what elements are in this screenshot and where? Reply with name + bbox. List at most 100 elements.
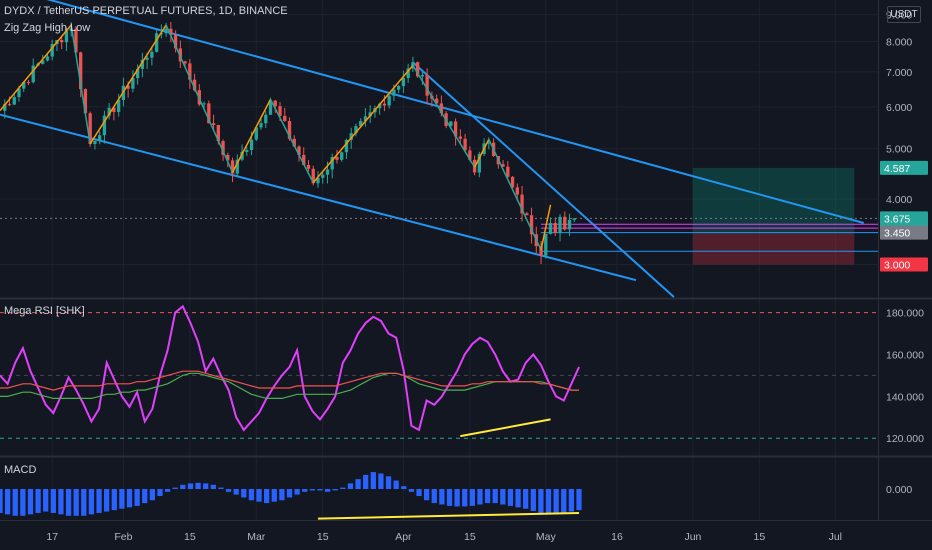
candle-body	[268, 100, 273, 115]
candle-body	[344, 139, 349, 153]
price-badge-bg	[880, 160, 928, 175]
candle-body	[453, 121, 458, 137]
symbol-title: DYDX / TetherUS PERPETUAL FUTURES, 1D, B…	[4, 5, 288, 17]
macd-bar	[576, 489, 582, 511]
macd-bar	[561, 489, 567, 513]
zigzag-segment	[231, 99, 272, 173]
candle-body	[349, 133, 353, 140]
macd-bar	[378, 473, 384, 489]
candle-body	[363, 116, 368, 122]
macd-bar	[73, 489, 79, 516]
macd-bar	[401, 486, 407, 489]
long-position-box[interactable]	[692, 167, 855, 265]
candle-body	[406, 68, 410, 79]
candle-body	[434, 98, 439, 104]
macd-bar	[111, 489, 117, 511]
macd-bar	[279, 489, 285, 501]
candle-body	[396, 86, 401, 90]
macd-bar	[225, 489, 232, 492]
candle-body	[306, 164, 311, 169]
candle-body	[525, 213, 529, 216]
time-tick-label: Feb	[114, 531, 132, 543]
candle-body	[249, 139, 254, 150]
macd-bar	[439, 489, 445, 505]
time-tick-label: 15	[184, 531, 196, 543]
macd-bar	[355, 479, 361, 489]
macd-bar	[408, 489, 415, 492]
rsi-tick-label: 180.000	[886, 308, 924, 320]
candle-body	[259, 123, 263, 128]
candle-body	[88, 113, 92, 144]
macd-bar	[523, 489, 529, 509]
candle-body	[245, 149, 249, 152]
candle-body	[325, 169, 330, 175]
candle-body	[273, 100, 277, 107]
candle-body	[316, 177, 320, 184]
macd-divergence-line	[317, 511, 580, 520]
candle-body	[173, 34, 178, 49]
candle-body	[7, 104, 12, 106]
horizontal-levels[interactable]	[0, 217, 878, 252]
macd-bar	[431, 489, 437, 504]
divergence-lines[interactable]	[317, 418, 580, 520]
time-tick-label: Apr	[395, 531, 412, 543]
macd-bar	[347, 483, 354, 489]
macd-bar	[142, 489, 148, 504]
zigzag-segment	[269, 99, 314, 183]
price-axis[interactable]: 9.000 8.000 7.000 6.000 5.000 4.000 3.000 180.0…	[886, 10, 924, 496]
zigzag-lines	[0, 24, 552, 251]
rsi-tick-label: 160.000	[886, 349, 924, 361]
candle-body	[506, 166, 510, 177]
candle-body	[50, 44, 54, 57]
candle-body	[378, 103, 382, 109]
macd-bar	[65, 489, 72, 516]
macd-bar	[187, 483, 194, 489]
rsi-divergence-line	[460, 418, 551, 438]
candle-body	[31, 65, 35, 83]
candle-body	[335, 156, 339, 160]
candle-body	[202, 103, 206, 105]
candle-body	[79, 52, 83, 90]
candle-body	[302, 154, 306, 165]
candle-body	[515, 187, 519, 195]
candle-body	[392, 89, 396, 96]
candle-body	[102, 115, 107, 136]
candle-body	[382, 103, 387, 106]
candle-body	[539, 246, 543, 256]
channel-line-2	[412, 61, 675, 298]
candle-body	[192, 79, 197, 91]
candle-body	[283, 115, 287, 122]
rsi-line-1	[0, 372, 579, 399]
candle-body	[387, 95, 391, 106]
time-axis[interactable]: 17 Feb 15 Mar 15 Apr 15 May 16 Jun 15 Jul	[46, 531, 842, 543]
macd-bar	[256, 489, 262, 502]
rsi-series	[0, 304, 580, 432]
candle-body	[26, 82, 31, 84]
candle-body	[116, 100, 121, 112]
candle-body	[154, 33, 159, 52]
macd-bar	[88, 489, 95, 515]
candle-body	[420, 74, 425, 77]
candle-body	[553, 223, 557, 233]
candle-body	[22, 82, 26, 89]
macd-bar	[0, 489, 3, 513]
candle-body	[359, 121, 363, 127]
candle-body	[131, 78, 135, 89]
macd-bar	[157, 489, 163, 497]
candle-body	[221, 141, 225, 155]
candle-body	[501, 164, 505, 167]
zigzag-segment	[473, 139, 490, 168]
loss-zone	[692, 232, 855, 265]
macd-bar	[210, 484, 216, 489]
macd-bar	[454, 489, 460, 507]
macd-bar	[134, 489, 140, 506]
candle-body	[140, 59, 145, 69]
candle-body	[544, 233, 548, 256]
currency-badge[interactable]: USDT	[887, 6, 921, 23]
rsi-line-0	[0, 304, 580, 432]
macd-bar	[50, 489, 56, 513]
candle-body	[45, 56, 50, 61]
macd-pane-title: MACD	[4, 464, 37, 476]
candle-body	[368, 112, 372, 117]
